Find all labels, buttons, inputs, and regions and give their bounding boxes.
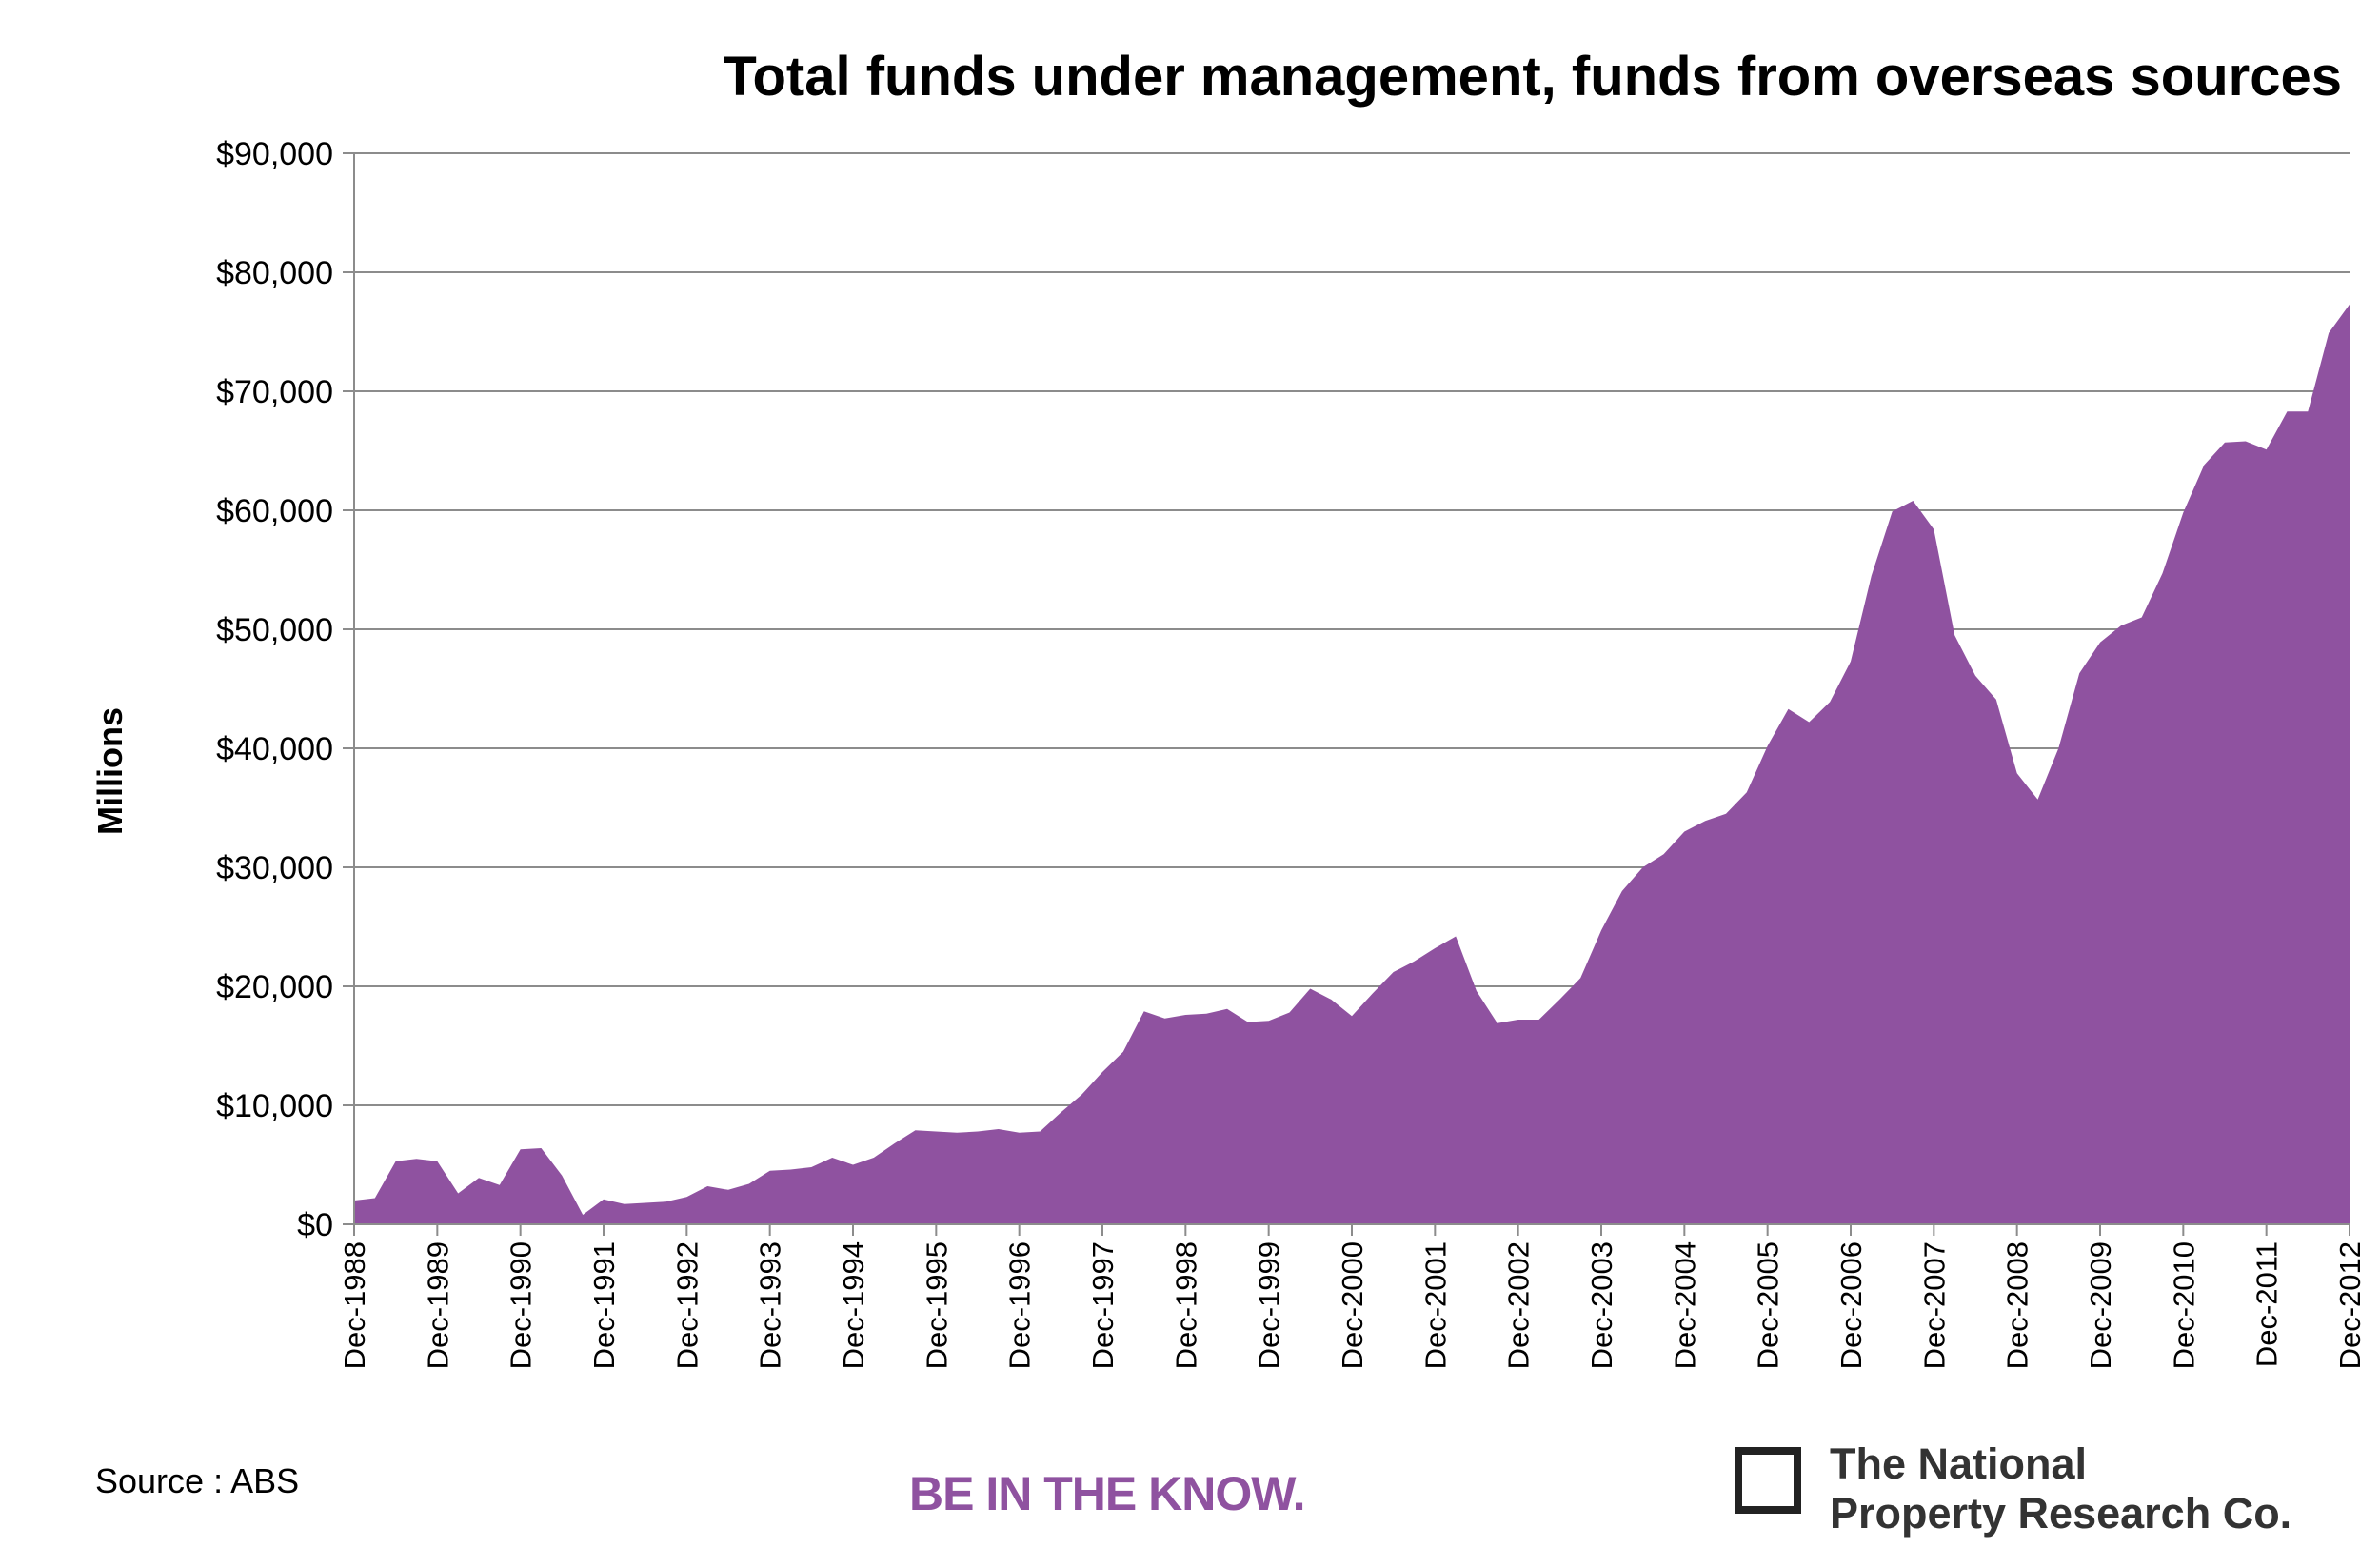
y-tick-label: $90,000	[216, 136, 333, 172]
x-tick-label: Dec-2012	[2333, 1241, 2367, 1369]
grid	[343, 152, 2350, 1106]
tagline: BE IN THE KNOW.	[909, 1467, 1306, 1520]
x-tick-label: Dec-2001	[1418, 1241, 1452, 1369]
x-tick-label: Dec-2010	[2167, 1241, 2200, 1369]
x-tick-label: Dec-2006	[1835, 1241, 1868, 1369]
y-axis-title: Millions	[90, 707, 129, 835]
x-axis-ticks: Dec-1988 Dec-1989 Dec-1990 Dec-1991 Dec-1992…	[338, 1224, 2367, 1369]
x-tick-label: Dec-2007	[1917, 1241, 1951, 1369]
y-tick-label: $40,000	[216, 731, 333, 767]
logo-square-icon	[1735, 1447, 1801, 1514]
y-tick-label: $70,000	[216, 374, 333, 410]
axes	[343, 153, 2350, 1225]
x-tick-label: Dec-1990	[505, 1241, 538, 1369]
area-series	[354, 304, 2350, 1224]
x-tick-label: Dec-2004	[1668, 1241, 1701, 1369]
logo-line-1: The National	[1830, 1439, 2088, 1488]
y-tick-label: $20,000	[216, 969, 333, 1005]
x-tick-label: Dec-1994	[837, 1241, 870, 1369]
x-tick-label: Dec-1995	[920, 1241, 953, 1369]
x-tick-label: Dec-1992	[670, 1241, 704, 1369]
x-tick-label: Dec-1989	[421, 1241, 454, 1369]
y-tick-label: $80,000	[216, 255, 333, 291]
y-tick-label: $50,000	[216, 612, 333, 648]
y-axis-ticks: $0 $10,000 $20,000 $30,000 $40,000 $50,000 $60…	[216, 136, 333, 1243]
y-tick-label: $10,000	[216, 1088, 333, 1124]
x-tick-label: Dec-2002	[1502, 1241, 1536, 1369]
area-fill	[354, 304, 2350, 1224]
chart-title: Total funds under management, funds from…	[723, 46, 2342, 108]
x-tick-label: Dec-1997	[1086, 1241, 1120, 1369]
y-tick-label: $30,000	[216, 850, 333, 886]
x-tick-label: Dec-1996	[1003, 1241, 1037, 1369]
y-tick-label: $60,000	[216, 493, 333, 529]
source-note: Source : ABS	[95, 1461, 300, 1500]
x-tick-label: Dec-1999	[1253, 1241, 1286, 1369]
logo-line-2: Property Research Co.	[1830, 1489, 2292, 1538]
logo-text: The National Property Research Co.	[1830, 1439, 2291, 1538]
x-tick-label: Dec-2009	[2084, 1241, 2117, 1369]
x-tick-label: Dec-1991	[587, 1241, 621, 1369]
x-tick-label: Dec-2003	[1585, 1241, 1618, 1369]
y-tick-label: $0	[297, 1207, 333, 1243]
x-tick-label: Dec-2000	[1336, 1241, 1369, 1369]
x-tick-label: Dec-1988	[338, 1241, 371, 1369]
company-logo: The National Property Research Co.	[1735, 1439, 2306, 1538]
x-tick-label: Dec-1998	[1169, 1241, 1202, 1369]
x-tick-label: Dec-1993	[754, 1241, 787, 1369]
x-tick-label: Dec-2005	[1752, 1241, 1785, 1369]
x-tick-label: Dec-2008	[2001, 1241, 2034, 1369]
x-tick-label: Dec-2011	[2251, 1241, 2284, 1367]
